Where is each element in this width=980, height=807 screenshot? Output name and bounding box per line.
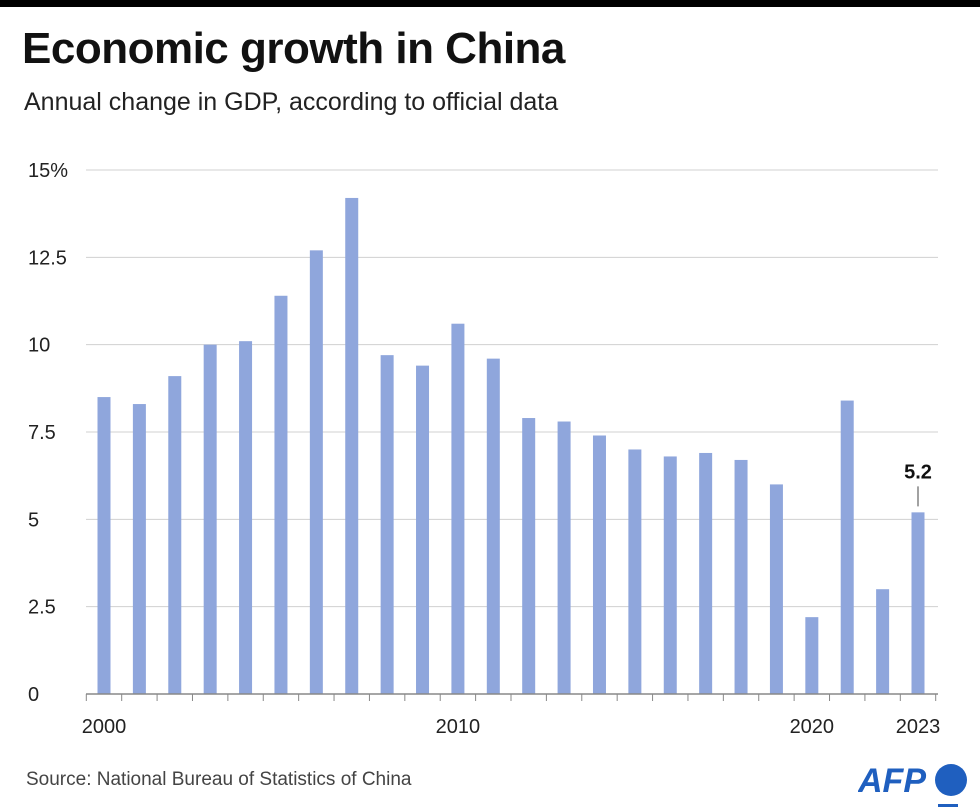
bar-2001 bbox=[132, 404, 146, 694]
x-tick-label: 2020 bbox=[790, 716, 835, 738]
bar-2017 bbox=[699, 452, 713, 694]
bar-2013 bbox=[557, 421, 571, 694]
bar-2012 bbox=[522, 418, 536, 694]
y-tick-label: 12.5 bbox=[28, 247, 67, 269]
x-tick-label: 2023 bbox=[896, 716, 941, 738]
top-bar bbox=[0, 0, 980, 7]
afp-logo-text: AFP bbox=[858, 762, 926, 800]
bar-2007 bbox=[345, 197, 359, 695]
bar-2010 bbox=[451, 323, 465, 694]
bar-2005 bbox=[274, 295, 288, 694]
bar-2019 bbox=[769, 484, 783, 694]
bar-2022 bbox=[876, 589, 890, 694]
bar-2011 bbox=[486, 358, 500, 694]
bar-2004 bbox=[239, 341, 253, 694]
y-tick-label: 0 bbox=[28, 684, 39, 706]
y-tick-label: 7.5 bbox=[28, 422, 56, 444]
bar-2006 bbox=[309, 250, 323, 694]
bar-2002 bbox=[168, 376, 182, 694]
bar-2008 bbox=[380, 355, 394, 694]
y-tick-label: 10 bbox=[28, 335, 50, 357]
bar-2023 bbox=[911, 512, 925, 694]
bar-2015 bbox=[628, 449, 642, 694]
bar-2000 bbox=[97, 397, 111, 694]
bar-2021 bbox=[840, 400, 854, 694]
bar-2016 bbox=[663, 456, 677, 694]
x-tick-label: 2010 bbox=[436, 716, 481, 738]
afp-logo: AFP bbox=[858, 762, 967, 807]
bar-2014 bbox=[592, 435, 606, 694]
annotation-label: 5.2 bbox=[904, 461, 932, 483]
y-tick-label: 2.5 bbox=[28, 597, 56, 619]
afp-logo-bar bbox=[938, 804, 958, 807]
y-tick-label: 5 bbox=[28, 509, 39, 531]
chart-title: Economic growth in China bbox=[22, 24, 565, 73]
chart-subtitle: Annual change in GDP, according to offic… bbox=[24, 88, 559, 116]
y-tick-label: 15% bbox=[28, 160, 68, 182]
bar-2018 bbox=[734, 459, 748, 694]
bar-2003 bbox=[203, 344, 217, 694]
bar-2009 bbox=[416, 365, 430, 694]
source-note: Source: National Bureau of Statistics of… bbox=[26, 769, 412, 790]
x-tick-label: 2000 bbox=[82, 716, 127, 738]
afp-logo-circle bbox=[935, 764, 967, 796]
bar-2020 bbox=[805, 617, 819, 694]
